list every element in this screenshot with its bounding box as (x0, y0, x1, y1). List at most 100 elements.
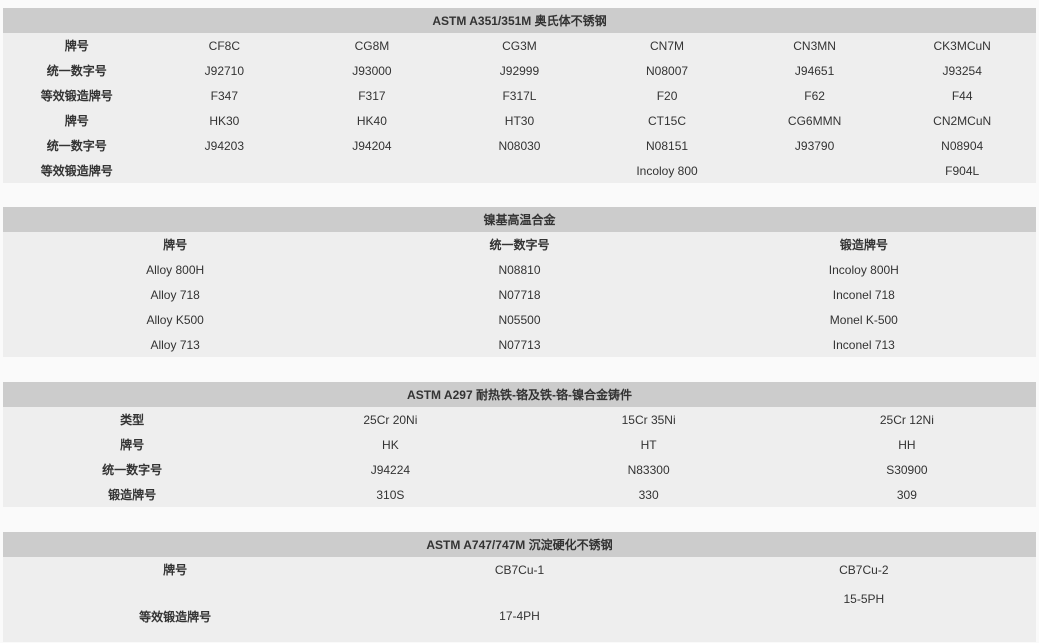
table-cell: HT (640, 437, 657, 452)
row-label: 等效锻造牌号 (40, 89, 113, 103)
table-cell: 25Cr 12Ni (879, 412, 934, 427)
table-cell: J92999 (499, 63, 540, 78)
table-cell: J93000 (352, 63, 392, 78)
row-label: 牌号 (64, 39, 89, 53)
table-astm-a747: ASTM A747/747M 沉淀硬化不锈钢 牌号 CB7Cu-1 CB7Cu-… (3, 532, 1036, 642)
table-cell: HH (898, 437, 916, 452)
row-label: 牌号 (64, 114, 89, 128)
table-cell: F317L (502, 88, 537, 103)
table-row: 等效锻造牌号 Incoloy 800 F904L (3, 158, 1036, 183)
row-label: 统一数字号 (46, 64, 107, 78)
table-row: 统一数字号 J94224 N83300 S30900 (3, 457, 1036, 482)
table-cell: Incoloy 800 (636, 163, 698, 178)
table-cell: J94203 (204, 138, 245, 153)
row-label: 牌号 (120, 438, 145, 452)
row-label: 锻造牌号 (108, 488, 157, 502)
table-cell: 309 (896, 487, 917, 502)
table-cell: J92710 (204, 63, 245, 78)
row-label: 等效锻造牌号 (40, 164, 113, 178)
table-cell: CN3MN (793, 38, 836, 53)
table-cell: F904L (945, 163, 980, 178)
table-cell: CN7M (650, 38, 685, 53)
row-label: 等效锻造牌号 (139, 609, 212, 624)
table-cell: N83300 (627, 462, 670, 477)
table-row: 等效锻造牌号 F347 F317 F317L F20 F62 F44 (3, 83, 1036, 108)
table-row: 锻造牌号 310S 330 309 (3, 482, 1036, 507)
table-cell (741, 158, 889, 183)
table-cell: N08007 (646, 63, 689, 78)
table-cell: F62 (804, 88, 825, 103)
table-cell: Alloy 800H (146, 262, 205, 277)
table-cell: HK40 (356, 113, 387, 128)
table-row: 统一数字号 J92710 J93000 J92999 N08007 J94651 J9325… (3, 58, 1036, 83)
column-header: 牌号 (163, 238, 188, 252)
table-cell: Incoloy 800H (828, 262, 899, 277)
table-cell: Alloy 713 (150, 337, 200, 352)
table-cell: CB7Cu-2 (839, 562, 889, 577)
table-row: 牌号 HK HT HH (3, 432, 1036, 457)
table-cell: F20 (656, 88, 678, 103)
table-cell: F317 (358, 88, 386, 103)
table-row: 统一数字号 J94203 J94204 N08030 N08151 J93790 N0890… (3, 133, 1036, 158)
table-cell: J93790 (794, 138, 835, 153)
row-label: 牌号 (163, 563, 188, 577)
row-label: 统一数字号 (102, 463, 163, 477)
table-cell: CF8C (208, 38, 241, 53)
table-cell: N08030 (498, 138, 541, 153)
table-cell: HK (382, 437, 399, 452)
column-header: 统一数字号 (489, 238, 550, 252)
table-cell: HK30 (209, 113, 240, 128)
table-cell: N08151 (646, 138, 689, 153)
table-cell: J94651 (794, 63, 835, 78)
table-row: Alloy 718 N07718 Inconel 718 (3, 282, 1036, 307)
table-row: 牌号 HK30 HK40 HT30 CT15C CG6MMN CN2MCuN (3, 108, 1036, 133)
table-cell: CG3M (502, 38, 537, 53)
table-cell: CK3MCuN (933, 38, 991, 53)
table-cell: 25Cr 20Ni (363, 412, 418, 427)
table-cell: 310S (376, 487, 405, 502)
table-cell: Monel K-500 (829, 312, 898, 327)
table-cell: N07718 (498, 287, 541, 302)
table-row: 类型 25Cr 20Ni 15Cr 35Ni 25Cr 12Ni (3, 407, 1036, 432)
table-row: Alloy 713 N07713 Inconel 713 (3, 332, 1036, 357)
table-cell: N05500 (498, 312, 541, 327)
table-cell: HT30 (504, 113, 535, 128)
table-title: ASTM A747/747M 沉淀硬化不锈钢 (3, 532, 1036, 557)
table-row: 牌号 CF8C CG8M CG3M CN7M CN3MN CK3MCuN (3, 33, 1036, 58)
table-cell: Inconel 718 (832, 287, 895, 302)
table-cell: N08904 (941, 138, 984, 153)
table-cell: Alloy K500 (146, 312, 204, 327)
table-cell: 15-5PH (843, 592, 885, 606)
table-astm-a297: ASTM A297 耐热铁-铬及铁-铬-镍合金铸件 类型 25Cr 20Ni 15C… (3, 382, 1036, 507)
table-cell: J94204 (352, 138, 392, 153)
table-cell: CB7Cu-1 (494, 562, 545, 577)
table-cell: S30900 (886, 462, 928, 477)
table-title: ASTM A297 耐热铁-铬及铁-铬-镍合金铸件 (3, 382, 1036, 407)
table-row: Alloy K500 N05500 Monel K-500 (3, 307, 1036, 332)
table-row: Alloy 800H N08810 Incoloy 800H (3, 257, 1036, 282)
table-cell: CT15C (648, 113, 687, 128)
table-nickel-alloys: 镍基高温合金 牌号 统一数字号 锻造牌号 Alloy 800H N08810 Inc… (3, 207, 1036, 357)
table-cell: N07713 (498, 337, 541, 352)
table-cell: J94224 (370, 462, 411, 477)
table-cell: 17-4PH (499, 609, 540, 623)
table-cell: CG6MMN (787, 113, 842, 128)
table-cell: 15Cr 35Ni (621, 412, 676, 427)
table-title: ASTM A351/351M 奥氏体不锈钢 (3, 8, 1036, 33)
table-cell: CN2MCuN (933, 113, 992, 128)
table-cell: Inconel 713 (832, 337, 895, 352)
row-label: 类型 (120, 413, 145, 427)
table-astm-a351: ASTM A351/351M 奥氏体不锈钢 牌号 CF8C CG8M CG3M CN7M… (3, 8, 1036, 209)
table-cell: J93254 (942, 63, 982, 78)
table-cell: N08810 (498, 262, 541, 277)
table-cell (446, 158, 594, 183)
table-cell (151, 158, 299, 183)
row-label: 统一数字号 (46, 139, 107, 153)
table-cell: 330 (638, 487, 659, 502)
table-title: 镍基高温合金 (3, 207, 1036, 232)
table-cell: CG8M (354, 38, 390, 53)
table-cell: Alloy 718 (150, 287, 200, 302)
table-cell: F347 (210, 88, 239, 103)
column-header: 锻造牌号 (839, 238, 888, 252)
table-cell (298, 158, 446, 183)
